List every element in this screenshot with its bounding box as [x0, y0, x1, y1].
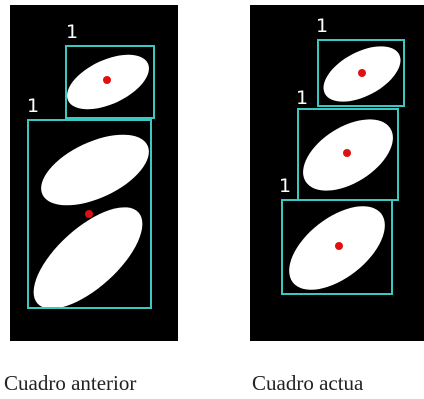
figure: 1 1 Cuadro anterior 1 1 1 Cuadro actua [0, 0, 424, 399]
centroid [85, 210, 93, 218]
centroid [343, 149, 351, 157]
caption: Cuadro anterior [4, 371, 136, 395]
box-label: 1 [296, 87, 308, 109]
caption: Cuadro actua [252, 371, 364, 395]
centroid [335, 242, 343, 250]
box-label: 1 [316, 15, 328, 37]
box-label: 1 [66, 21, 78, 43]
centroid [358, 69, 366, 77]
box-label: 1 [279, 175, 291, 197]
centroid [103, 76, 111, 84]
box-label: 1 [27, 95, 39, 117]
